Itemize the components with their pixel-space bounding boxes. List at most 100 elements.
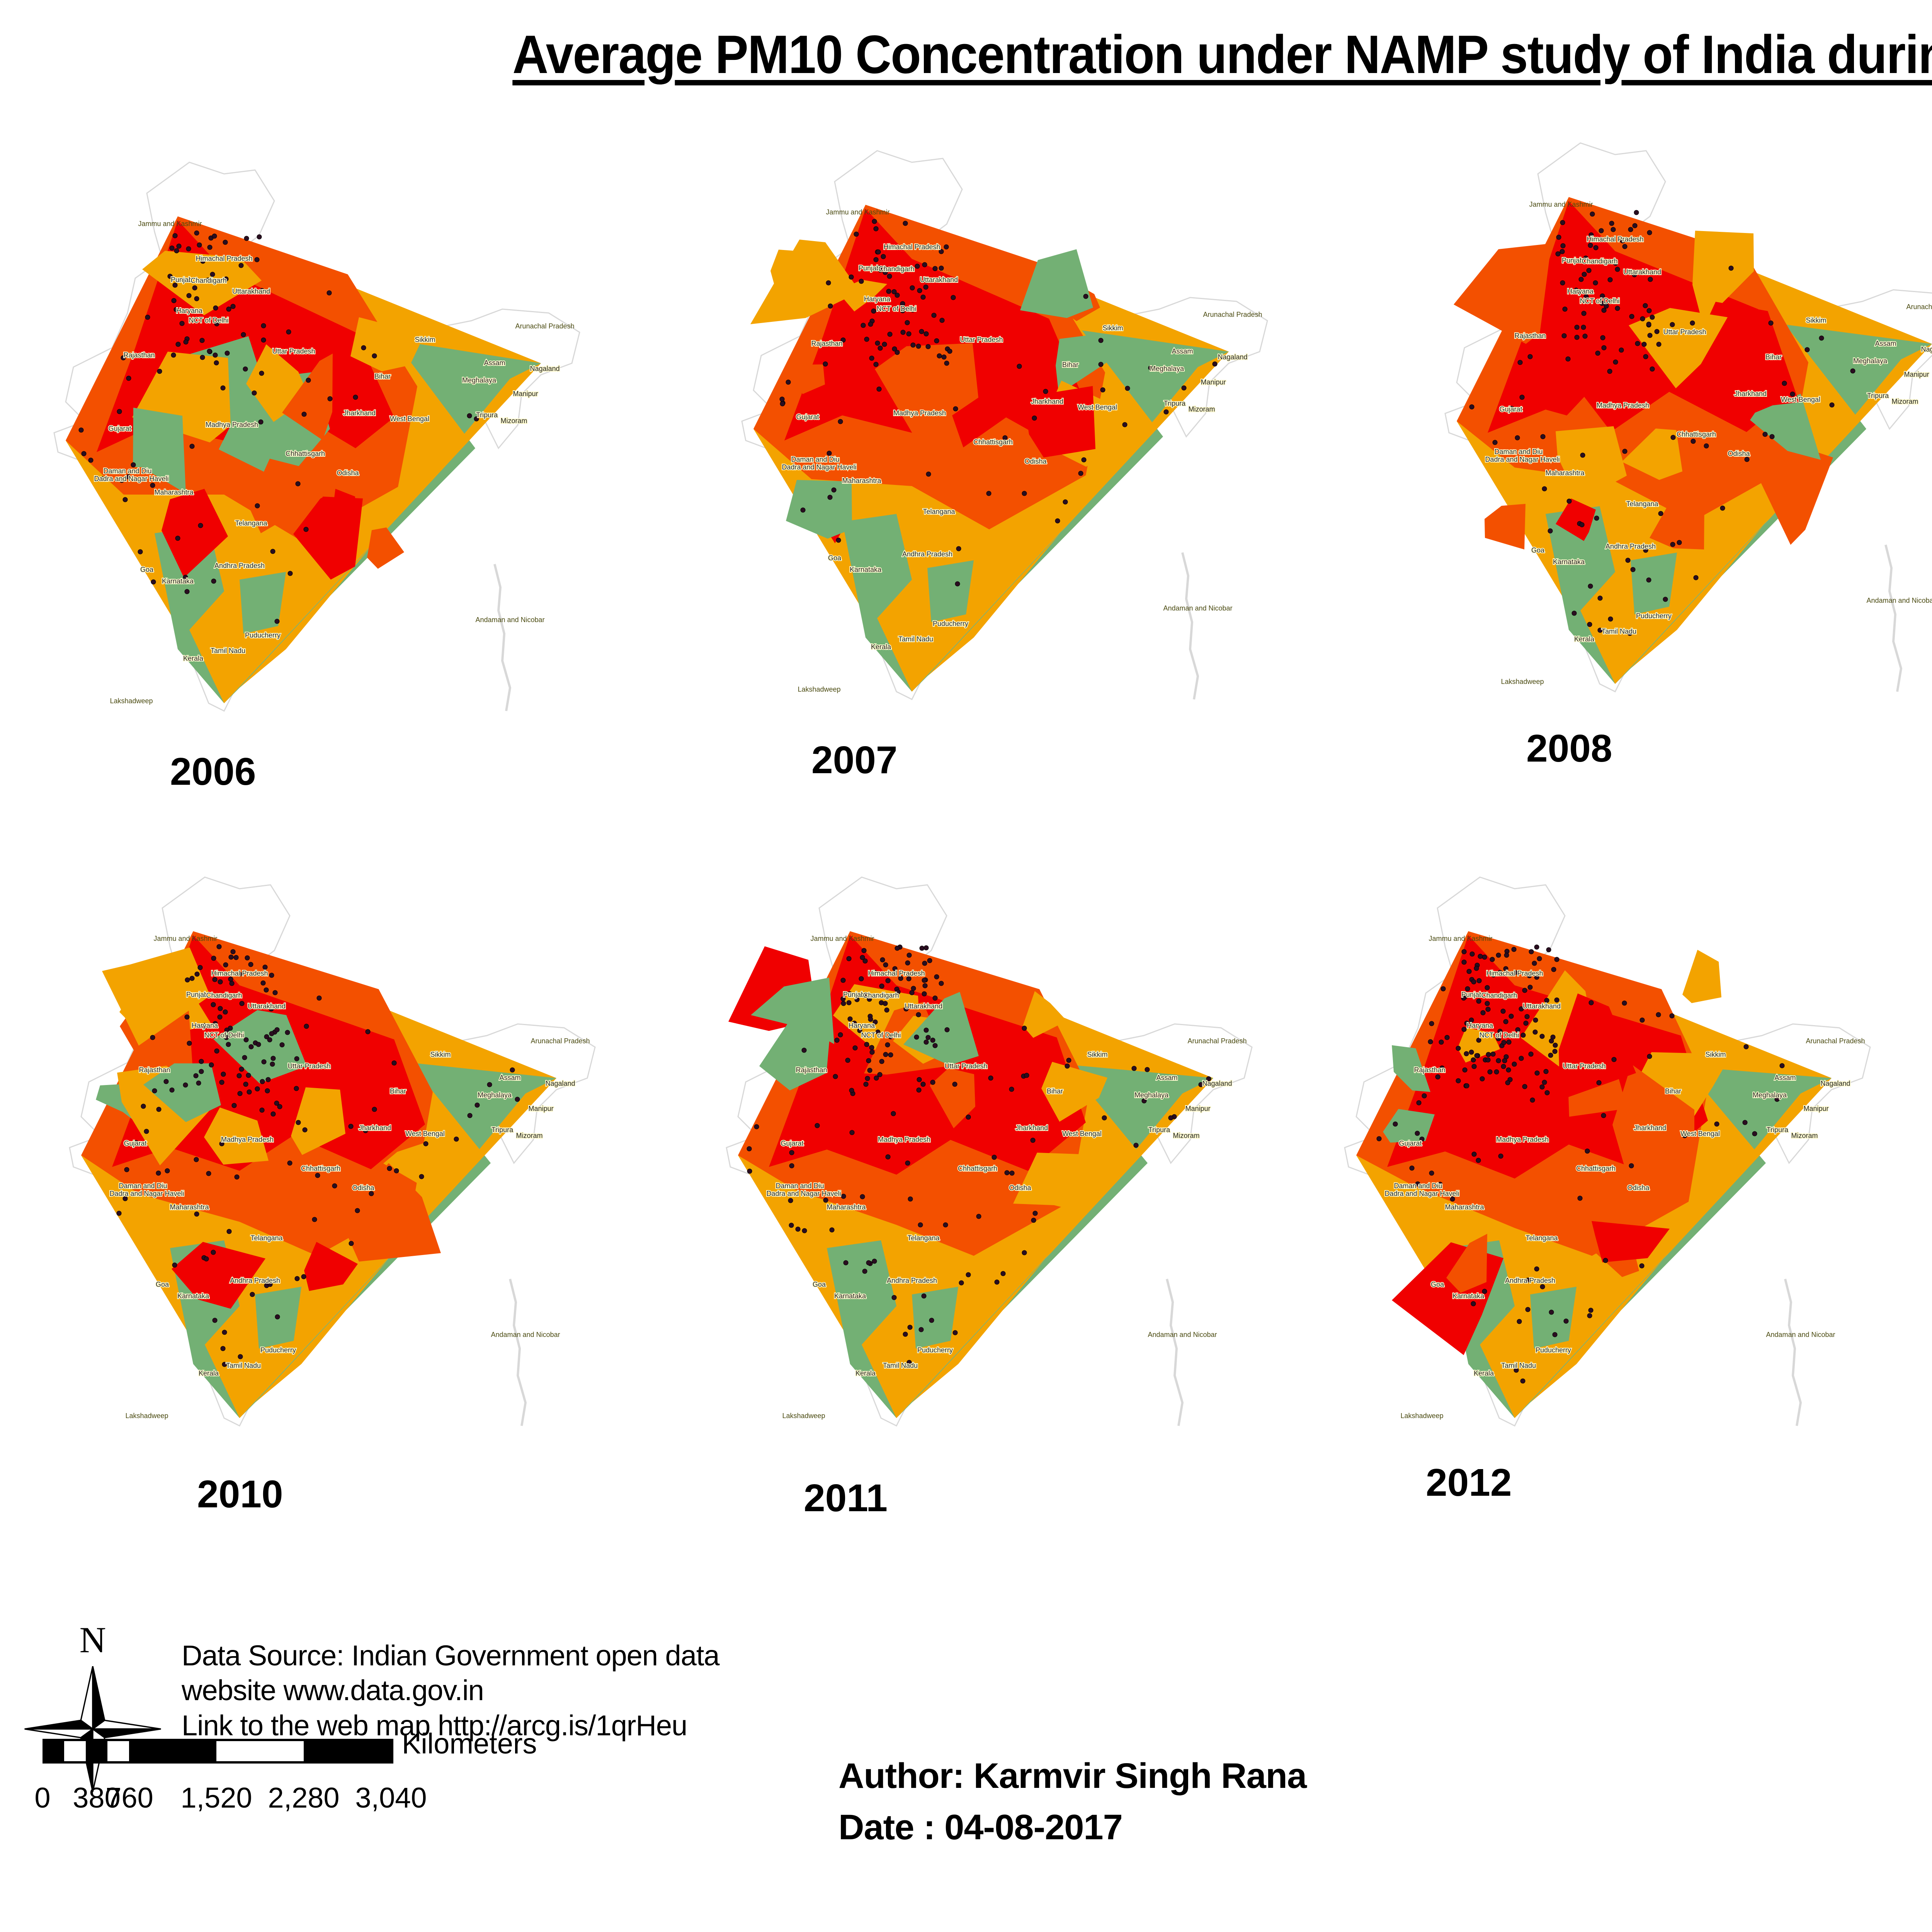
state-label: Maharashtra: [1545, 469, 1585, 477]
state-label: Chandigarh: [1582, 257, 1617, 265]
air-monitoring-station: [1554, 997, 1560, 1003]
air-monitoring-station: [260, 1079, 265, 1084]
air-monitoring-station: [214, 360, 219, 366]
state-label: Punjab: [1562, 257, 1583, 264]
air-monitoring-station: [1497, 970, 1503, 975]
air-monitoring-station: [156, 1170, 161, 1176]
state-label: Rajasthan: [123, 351, 155, 359]
air-monitoring-station: [930, 1080, 935, 1085]
air-monitoring-station: [952, 1082, 957, 1087]
air-monitoring-station: [1423, 1184, 1429, 1189]
air-monitoring-station: [1439, 1065, 1445, 1071]
state-label: Tripura: [492, 1126, 514, 1134]
state-label: Uttar Pradesh: [272, 347, 315, 355]
map-date: Date : 04-08-2017: [838, 1808, 1123, 1847]
air-monitoring-station: [895, 350, 900, 355]
air-monitoring-station: [786, 379, 791, 385]
air-monitoring-station: [294, 1086, 299, 1091]
air-monitoring-station: [1615, 267, 1620, 272]
air-monitoring-station: [1480, 1010, 1486, 1015]
state-label: Goa: [156, 1281, 169, 1288]
source-line[interactable]: website www.data.gov.in: [182, 1674, 484, 1707]
state-label: Chhattisgarh: [301, 1165, 340, 1172]
air-monitoring-station: [1597, 628, 1603, 633]
air-monitoring-station: [859, 279, 864, 284]
air-monitoring-station: [1505, 1080, 1510, 1085]
state-label: Chhattisgarh: [1677, 430, 1716, 438]
air-monitoring-station: [487, 1082, 492, 1087]
zone-0-60: [903, 992, 979, 1065]
state-label: Meghalaya: [1134, 1091, 1169, 1099]
air-monitoring-station: [259, 288, 265, 293]
zone-0-60: [912, 330, 1229, 692]
zone-90-120: [282, 354, 333, 440]
air-monitoring-station: [239, 1066, 244, 1072]
air-monitoring-station: [956, 546, 961, 551]
air-monitoring-station: [264, 987, 269, 993]
air-monitoring-station: [198, 523, 203, 528]
air-monitoring-station: [907, 1325, 913, 1330]
air-monitoring-station: [185, 977, 190, 983]
air-monitoring-station: [937, 353, 942, 359]
state-label: Uttar Pradesh: [287, 1062, 330, 1070]
air-monitoring-station: [222, 1362, 227, 1367]
air-monitoring-station: [1532, 1029, 1538, 1035]
year-label: 2008: [1526, 727, 1612, 770]
air-monitoring-station: [1588, 232, 1594, 238]
air-monitoring-station: [1779, 1063, 1785, 1068]
air-monitoring-station: [1517, 360, 1523, 365]
zone-90-120: [792, 364, 825, 394]
air-monitoring-station: [911, 986, 916, 991]
state-label: Andhra Pradesh: [230, 1277, 280, 1284]
air-monitoring-station: [827, 451, 832, 456]
air-monitoring-station: [199, 1059, 204, 1064]
air-monitoring-station: [1055, 518, 1060, 524]
air-monitoring-station: [1635, 341, 1640, 346]
air-monitoring-station: [211, 956, 216, 961]
state-label: Madhya Pradesh: [206, 421, 258, 429]
air-monitoring-station: [151, 579, 156, 585]
air-monitoring-station: [286, 329, 291, 335]
air-monitoring-station: [1594, 515, 1599, 521]
air-monitoring-station: [1469, 1049, 1474, 1055]
air-monitoring-station: [1471, 1057, 1476, 1063]
air-monitoring-station: [212, 233, 217, 239]
air-monitoring-station: [887, 332, 893, 337]
air-monitoring-station: [838, 419, 843, 424]
air-monitoring-station: [1478, 954, 1483, 959]
air-monitoring-station: [876, 249, 881, 255]
zone-0-60: [1020, 249, 1093, 318]
air-monitoring-station: [1640, 316, 1645, 321]
air-monitoring-station: [272, 990, 278, 995]
air-monitoring-station: [1461, 1027, 1467, 1032]
state-label: NCT of Delhi: [189, 316, 229, 324]
zone-60-90: [204, 1107, 269, 1165]
state-label: Assam: [1156, 1074, 1177, 1082]
air-monitoring-station: [222, 1330, 227, 1335]
air-monitoring-station: [221, 1071, 226, 1077]
state-label: Kerala: [871, 643, 891, 651]
state-label: Daman and Diu: [103, 467, 151, 475]
state-label: Manipur: [1185, 1105, 1210, 1112]
air-monitoring-station: [1462, 1067, 1468, 1073]
air-monitoring-station: [1212, 361, 1218, 367]
air-monitoring-station: [361, 345, 366, 350]
state-label: Sikkim: [1087, 1051, 1108, 1058]
air-monitoring-station: [922, 978, 927, 983]
air-monitoring-station: [258, 419, 264, 425]
air-monitoring-station: [1609, 221, 1614, 226]
air-monitoring-station: [900, 308, 905, 313]
air-monitoring-station: [1515, 435, 1520, 440]
air-monitoring-station: [301, 412, 307, 417]
air-monitoring-station: [828, 303, 833, 309]
air-monitoring-station: [1494, 1069, 1499, 1075]
state-label: Nagaland: [1921, 345, 1932, 353]
state-label: Telangana: [1626, 500, 1658, 508]
state-label: Lakshadweep: [1400, 1412, 1443, 1420]
state-label: Andhra Pradesh: [214, 562, 265, 570]
state-label: Tripura: [1148, 1126, 1170, 1134]
air-monitoring-station: [1670, 322, 1675, 327]
air-monitoring-station: [1571, 611, 1577, 616]
web-map-link[interactable]: Link to the web map http://arcg.is/1qrHe…: [182, 1709, 687, 1742]
air-monitoring-station: [862, 993, 867, 998]
